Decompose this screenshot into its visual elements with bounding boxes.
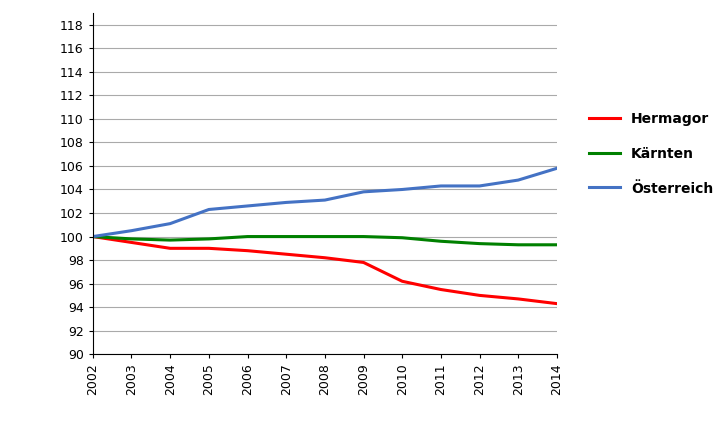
Hermagor — [359, 260, 368, 265]
Österreich — [89, 234, 97, 239]
Line: Hermagor: Hermagor — [93, 237, 557, 304]
Österreich — [514, 178, 523, 183]
Kärnten — [89, 234, 97, 239]
Kärnten — [476, 241, 484, 246]
Österreich — [359, 189, 368, 194]
Hermagor — [321, 255, 329, 260]
Kärnten — [359, 234, 368, 239]
Kärnten — [127, 236, 136, 241]
Kärnten — [321, 234, 329, 239]
Legend: Hermagor, Kärnten, Österreich: Hermagor, Kärnten, Österreich — [583, 105, 714, 203]
Kärnten — [243, 234, 252, 239]
Österreich — [437, 183, 446, 188]
Kärnten — [437, 238, 446, 244]
Österreich — [205, 207, 213, 212]
Hermagor — [243, 248, 252, 253]
Österreich — [476, 183, 484, 188]
Hermagor — [282, 251, 291, 257]
Österreich — [398, 187, 406, 192]
Kärnten — [514, 242, 523, 248]
Österreich — [553, 166, 561, 171]
Österreich — [166, 221, 174, 226]
Kärnten — [205, 236, 213, 241]
Hermagor — [514, 296, 523, 302]
Hermagor — [166, 246, 174, 251]
Hermagor — [398, 279, 406, 284]
Line: Österreich: Österreich — [93, 168, 557, 237]
Kärnten — [398, 235, 406, 240]
Österreich — [243, 203, 252, 209]
Line: Kärnten: Kärnten — [93, 237, 557, 245]
Hermagor — [437, 287, 446, 292]
Kärnten — [166, 238, 174, 243]
Österreich — [321, 197, 329, 203]
Österreich — [282, 200, 291, 205]
Kärnten — [553, 242, 561, 248]
Österreich — [127, 228, 136, 233]
Hermagor — [89, 234, 97, 239]
Hermagor — [127, 240, 136, 245]
Kärnten — [282, 234, 291, 239]
Hermagor — [476, 293, 484, 298]
Hermagor — [205, 246, 213, 251]
Hermagor — [553, 301, 561, 306]
